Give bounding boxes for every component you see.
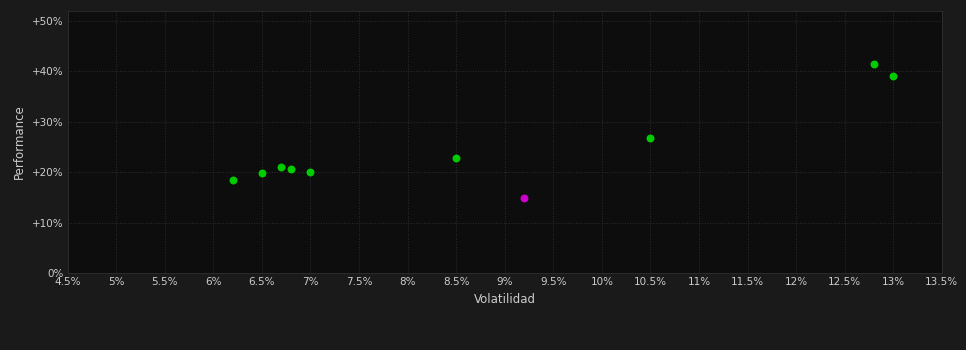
Point	[886, 74, 901, 79]
Y-axis label: Performance: Performance	[14, 104, 26, 179]
Point	[642, 135, 658, 140]
Point	[254, 170, 270, 176]
Point	[448, 155, 464, 161]
Point	[867, 61, 882, 66]
X-axis label: Volatilidad: Volatilidad	[473, 293, 536, 306]
Point	[273, 164, 289, 170]
Point	[283, 166, 298, 171]
Point	[517, 196, 532, 201]
Point	[225, 177, 241, 182]
Point	[302, 169, 318, 175]
